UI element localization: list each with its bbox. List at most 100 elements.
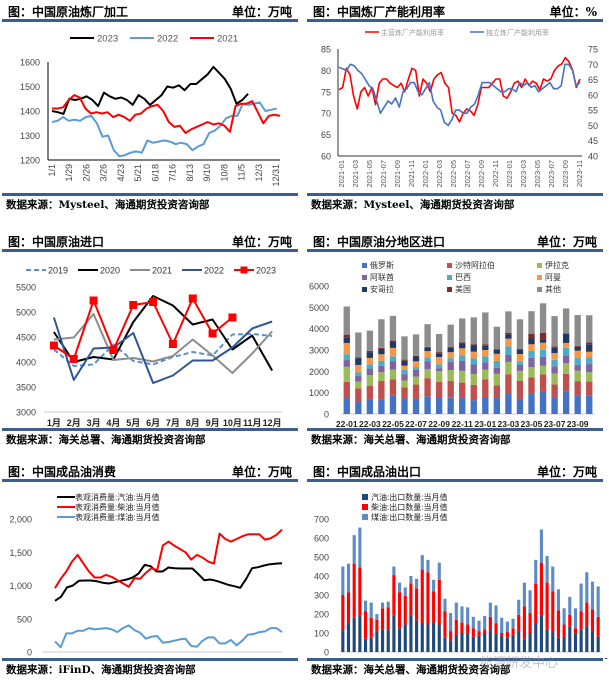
bar-segment (353, 535, 356, 564)
bar-segment (540, 563, 543, 616)
bar-segment (506, 632, 509, 638)
bar-segment (482, 397, 488, 414)
bar-segment (471, 385, 477, 400)
bar-segment (482, 312, 488, 344)
bar-segment (344, 306, 350, 334)
bar-segment (390, 370, 396, 380)
bar-segment (506, 638, 509, 652)
y-tick-label: 5000 (309, 303, 329, 313)
data-point (109, 346, 117, 354)
bar-segment (505, 355, 511, 362)
panel-unit: 单位：万吨 (232, 3, 292, 20)
y-tick-label: 0 (324, 410, 329, 420)
legend-label: 2022 (157, 34, 178, 45)
bar-segment (459, 318, 465, 342)
bar-segment (459, 355, 465, 361)
bar-segment (449, 631, 452, 641)
x-tick-label: 2022-11 (491, 160, 500, 187)
bar-segment (460, 606, 463, 622)
y-tick-label: 5000 (16, 308, 36, 318)
bar-segment (528, 311, 534, 334)
bar-segment (551, 348, 557, 353)
y2-tick-label: 65 (588, 75, 598, 85)
legend-label: 表观消费量:柴油:当月值 (75, 502, 159, 512)
bar-segment (387, 630, 390, 652)
bar-segment (392, 567, 395, 576)
data-point (209, 330, 217, 338)
bar-segment (505, 333, 511, 335)
bar-segment (355, 358, 361, 365)
bar-segment (375, 614, 378, 620)
bar-segment (586, 372, 592, 381)
bar-segment (540, 366, 546, 375)
bar-segment (580, 584, 583, 612)
legend-swatch (362, 263, 367, 268)
bar-segment (575, 347, 581, 351)
bar-segment (563, 363, 569, 374)
bar-segment (471, 359, 477, 365)
y-tick-label: 700 (314, 515, 329, 525)
bar-segment (540, 375, 546, 392)
bar-segment (364, 639, 367, 652)
x-tick-label: 2022-01 (421, 160, 430, 188)
bar-segment (528, 367, 534, 377)
bar-segment (367, 331, 373, 351)
y-tick-label: 4500 (16, 333, 36, 343)
x-tick-label: 5月 (126, 418, 140, 428)
legend-swatch (537, 287, 542, 292)
x-tick-label: 5/21 (133, 164, 143, 182)
x-tick-label: 2023-07 (547, 160, 556, 188)
x-tick-label: 7/16 (168, 164, 178, 182)
panel-title: 图：中国原油进口 (8, 233, 104, 250)
y-tick-label: 100 (314, 629, 329, 639)
legend-label: 2021 (217, 34, 238, 45)
bar-segment (344, 335, 350, 338)
bar-segment (436, 398, 442, 414)
bar-segment (459, 398, 465, 414)
legend-swatch (362, 504, 368, 510)
bar-segment (500, 636, 503, 652)
bar-segment (381, 603, 384, 609)
panel-source: 数据来源：海关总署、海通期货投资咨询部 (311, 432, 511, 447)
legend-label: 柴油:出口数量:当月值 (371, 502, 447, 512)
bar-segment (575, 315, 581, 346)
bar-segment (563, 391, 569, 414)
bar-segment (378, 366, 384, 372)
series-line-2022 (52, 102, 277, 156)
bar-segment (551, 632, 554, 652)
bar-segment (438, 563, 441, 580)
y-tick-label: 4000 (309, 324, 329, 334)
bar-segment (563, 333, 569, 334)
bar-segment (517, 381, 523, 399)
bar-segment (390, 356, 396, 361)
bar-segment (413, 370, 419, 377)
data-point (129, 301, 137, 309)
bar-segment (344, 360, 350, 367)
legend-label: 安哥拉 (370, 284, 394, 294)
bar-segment (471, 365, 477, 375)
bar-segment (546, 583, 549, 630)
bar-segment (494, 349, 500, 350)
panel-source: 数据来源：Mysteel、海通期货投资咨询部 (311, 197, 514, 212)
bar-segment (517, 371, 523, 381)
bar-segment (466, 634, 469, 652)
bar-segment (489, 603, 492, 617)
y-tick-label: 1500 (20, 82, 40, 92)
bar-segment (459, 342, 465, 344)
data-point (189, 295, 197, 303)
x-tick-label: 2022-03 (435, 160, 444, 188)
bar-segment (367, 400, 373, 414)
x-tick-label: 2021-07 (379, 160, 388, 188)
bar-segment (436, 334, 442, 352)
bar-segment (482, 350, 488, 356)
y-tick-label: 1400 (20, 107, 40, 117)
legend-label: 伊拉克 (545, 260, 569, 270)
bar-segment (489, 617, 492, 630)
x-tick-label: 2022-07 (463, 160, 472, 188)
y-tick-label: 300 (314, 591, 329, 601)
bar-segment (443, 599, 446, 611)
bar-segment (471, 317, 477, 344)
y-tick-label: 4000 (16, 358, 36, 368)
bar-segment (563, 624, 566, 636)
